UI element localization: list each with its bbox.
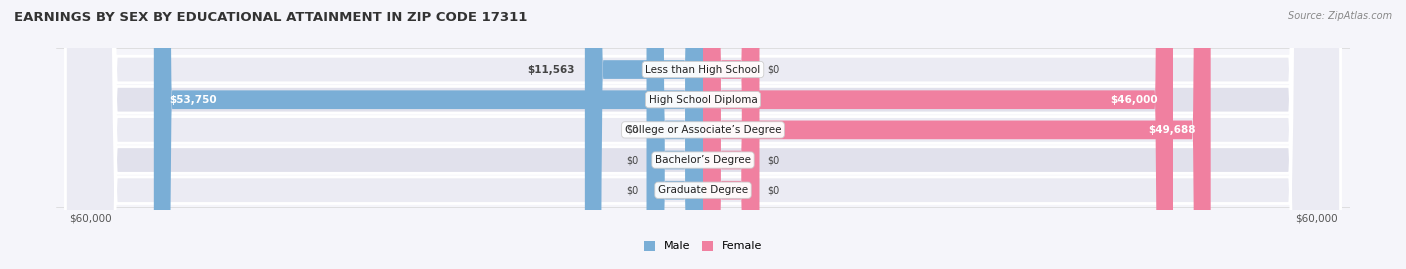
FancyBboxPatch shape — [703, 0, 1211, 269]
FancyBboxPatch shape — [647, 0, 703, 269]
Text: $0: $0 — [768, 65, 779, 75]
FancyBboxPatch shape — [703, 0, 759, 269]
Text: $0: $0 — [768, 155, 779, 165]
Text: $0: $0 — [627, 125, 638, 135]
Text: $49,688: $49,688 — [1147, 125, 1195, 135]
Text: $0: $0 — [627, 185, 638, 195]
FancyBboxPatch shape — [66, 0, 1340, 269]
Text: Graduate Degree: Graduate Degree — [658, 185, 748, 195]
FancyBboxPatch shape — [703, 0, 1173, 269]
FancyBboxPatch shape — [66, 0, 1340, 269]
Text: $0: $0 — [768, 185, 779, 195]
Text: $11,563: $11,563 — [527, 65, 575, 75]
FancyBboxPatch shape — [153, 0, 703, 269]
FancyBboxPatch shape — [647, 0, 703, 269]
Text: College or Associate’s Degree: College or Associate’s Degree — [624, 125, 782, 135]
FancyBboxPatch shape — [66, 0, 1340, 269]
Text: $0: $0 — [627, 155, 638, 165]
FancyBboxPatch shape — [647, 0, 703, 269]
FancyBboxPatch shape — [703, 0, 759, 269]
Text: Bachelor’s Degree: Bachelor’s Degree — [655, 155, 751, 165]
Text: EARNINGS BY SEX BY EDUCATIONAL ATTAINMENT IN ZIP CODE 17311: EARNINGS BY SEX BY EDUCATIONAL ATTAINMEN… — [14, 11, 527, 24]
Text: High School Diploma: High School Diploma — [648, 95, 758, 105]
FancyBboxPatch shape — [703, 0, 759, 269]
Text: $46,000: $46,000 — [1111, 95, 1157, 105]
Legend: Male, Female: Male, Female — [640, 236, 766, 256]
Text: Less than High School: Less than High School — [645, 65, 761, 75]
Text: $53,750: $53,750 — [169, 95, 217, 105]
FancyBboxPatch shape — [585, 0, 703, 269]
Text: Source: ZipAtlas.com: Source: ZipAtlas.com — [1288, 11, 1392, 21]
FancyBboxPatch shape — [66, 0, 1340, 269]
FancyBboxPatch shape — [66, 0, 1340, 269]
